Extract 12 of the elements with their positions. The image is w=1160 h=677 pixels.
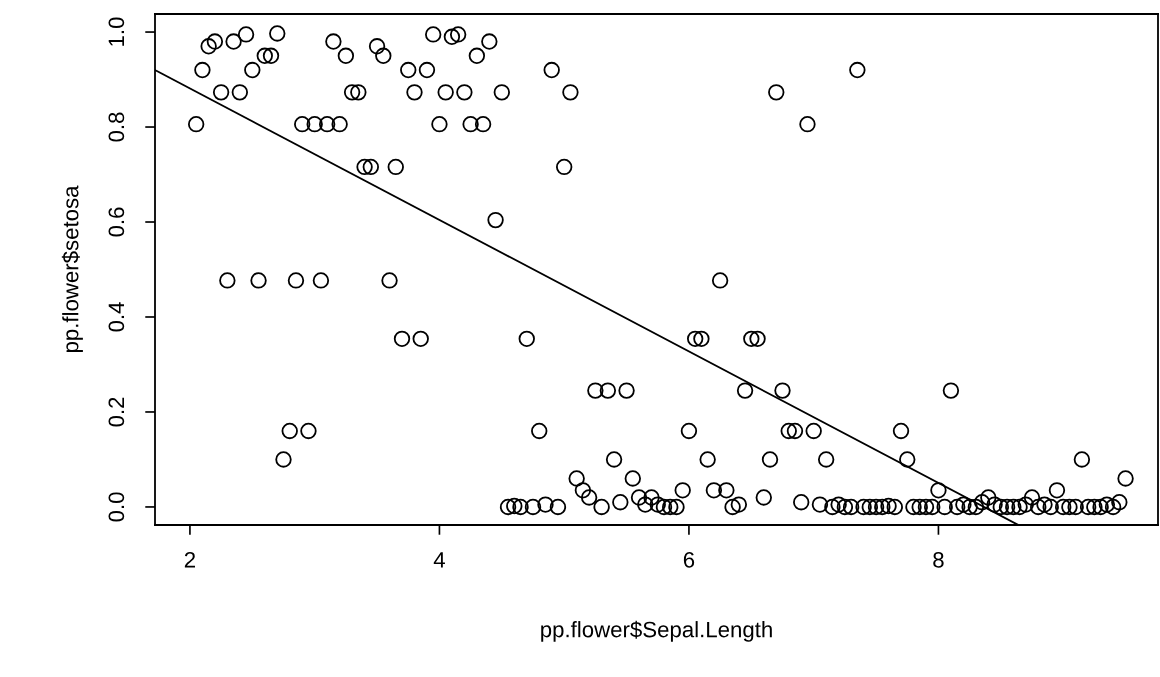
y-axis-title: pp.flower$setosa <box>61 185 83 353</box>
y-tick-label: 0.0 <box>108 492 125 522</box>
y-tick-label: 0.8 <box>108 112 125 142</box>
x-tick-label: 2 <box>184 551 195 568</box>
y-tick-label: 1.0 <box>108 17 125 46</box>
x-tick-label: 8 <box>933 551 944 568</box>
y-tick-label: 0.2 <box>108 397 125 427</box>
y-tick-label: 0.6 <box>108 207 125 237</box>
x-tick-label: 6 <box>683 551 695 568</box>
x-tick-label: 4 <box>433 552 445 568</box>
y-tick-label: 0.4 <box>108 302 125 332</box>
x-axis-title: pp.flower$Sepal.Length <box>541 620 772 642</box>
